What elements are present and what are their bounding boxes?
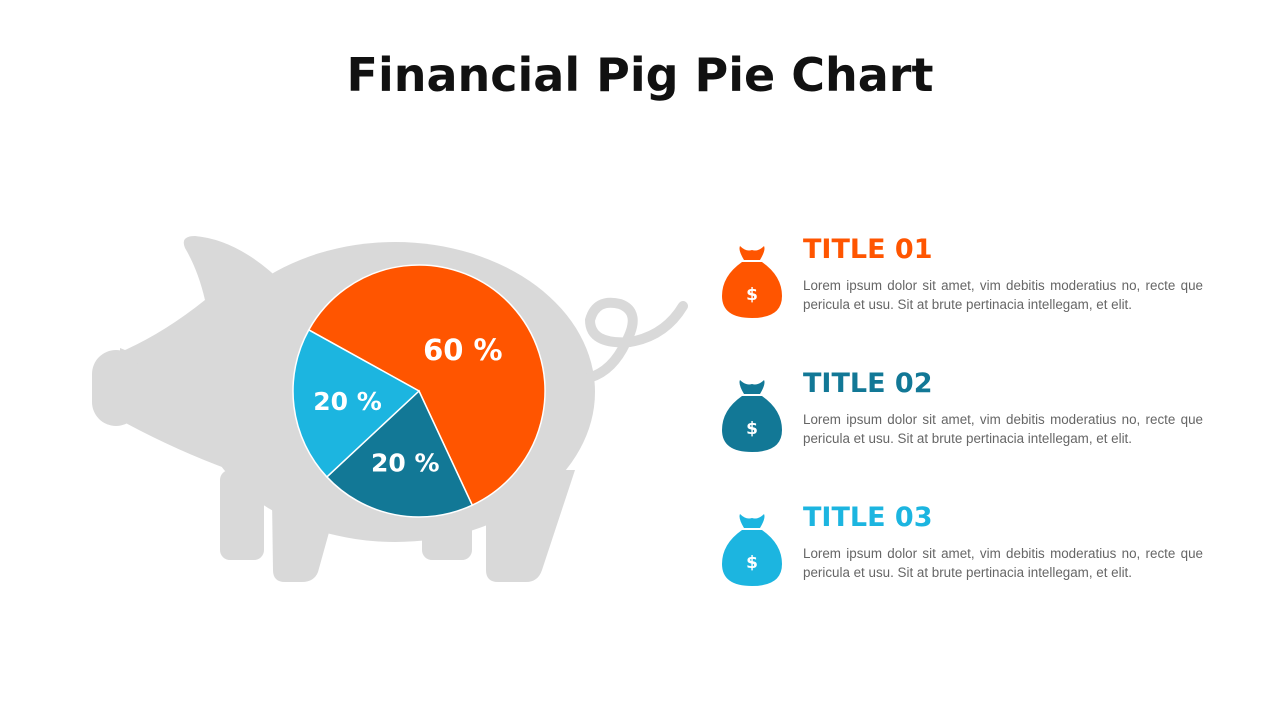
- svg-text:$: $: [746, 553, 758, 573]
- money-bag-icon: $: [720, 244, 784, 320]
- pie-slice-label-1: 60 %: [423, 333, 503, 367]
- legend-item-description: Lorem ipsum dolor sit amet, vim debitis …: [803, 546, 1203, 580]
- svg-text:$: $: [746, 285, 758, 305]
- legend-item-description: Lorem ipsum dolor sit amet, vim debitis …: [803, 412, 1203, 446]
- legend-item-2: $ TITLE 02 Lorem ipsum dolor sit amet, vim…: [720, 368, 1210, 464]
- pie-slice-label-3: 20 %: [313, 387, 382, 416]
- svg-text:$: $: [746, 419, 758, 439]
- money-bag-icon: $: [720, 512, 784, 588]
- page-title: Financial Pig Pie Chart: [346, 48, 934, 102]
- pie-slice-1: [307, 264, 546, 507]
- legend-item-title: TITLE 03: [803, 502, 933, 533]
- legend-item-3: $ TITLE 03 Lorem ipsum dolor sit amet, vim…: [720, 502, 1210, 598]
- pie-chart: 60 % 20 % 20 %: [292, 264, 546, 518]
- pie-slice-label-2: 20 %: [371, 449, 440, 478]
- legend-item-description: Lorem ipsum dolor sit amet, vim debitis …: [803, 278, 1203, 312]
- money-bag-icon: $: [720, 378, 784, 454]
- pie-slice-3: [292, 328, 421, 478]
- legend-item-title: TITLE 02: [803, 368, 933, 399]
- legend-item-title: TITLE 01: [803, 234, 933, 265]
- pie-slice-2: [325, 389, 474, 518]
- legend-item-1: $ TITLE 01 Lorem ipsum dolor sit amet, vim…: [720, 234, 1210, 330]
